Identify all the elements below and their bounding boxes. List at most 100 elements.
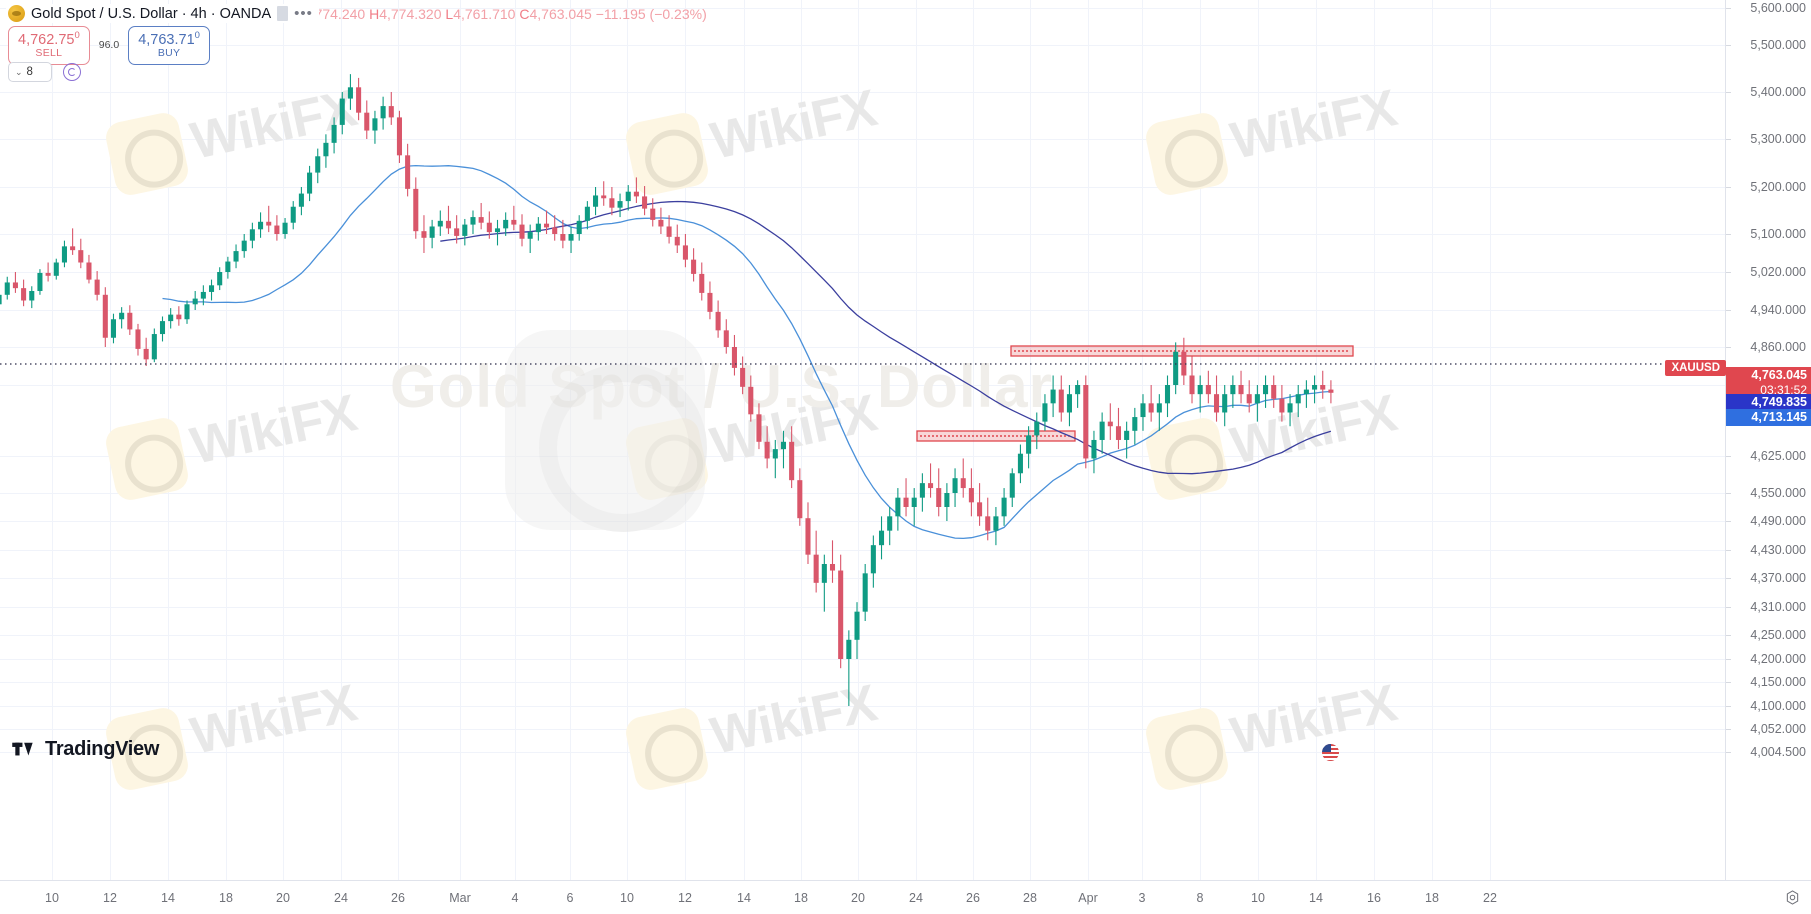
sell-button[interactable]: 4,762.750 SELL <box>8 26 90 65</box>
candle <box>1075 380 1081 408</box>
bar-countdown: 03:31:52 <box>1760 383 1807 398</box>
price-axis[interactable]: 5,600.000 5,500.000 5,400.000 5,300.000 5,20… <box>1665 0 1811 880</box>
candle <box>642 186 648 216</box>
candle <box>478 202 484 230</box>
quantity-row[interactable]: ⌄ 8 <box>8 62 81 82</box>
candle <box>102 287 108 347</box>
time-axis-label: 18 <box>219 891 233 905</box>
symbol-title: Gold Spot / U.S. Dollar · 4h · OANDA <box>31 5 272 22</box>
quantity-stepper[interactable]: ⌄ 8 <box>8 62 52 82</box>
candle <box>494 219 501 246</box>
time-axis-label: 22 <box>1483 891 1497 905</box>
candle <box>609 187 615 216</box>
buy-price: 4,763.71 <box>138 31 195 48</box>
candle <box>396 110 402 163</box>
time-axis-label: 26 <box>391 891 405 905</box>
candlestick-plot <box>0 74 1725 706</box>
candle <box>168 308 174 329</box>
candle <box>45 262 51 282</box>
time-axis-label: Mar <box>449 891 471 905</box>
ask-badge[interactable]: 4,713.145 <box>1726 409 1811 427</box>
us-flag-icon <box>1322 744 1339 761</box>
buy-button[interactable]: 4,763.710 BUY <box>128 26 210 65</box>
candle <box>1026 426 1032 469</box>
candle <box>682 234 688 268</box>
price-axis-label: 5,020.000 <box>1750 265 1806 279</box>
grid-vline <box>1088 0 1089 880</box>
candle <box>813 530 819 593</box>
clock-settings-icon[interactable] <box>1785 890 1800 905</box>
symbol-price-tag[interactable]: XAUUSD <box>1665 360 1726 376</box>
grid-hline <box>0 659 1725 660</box>
candle <box>1271 375 1277 408</box>
price-tick <box>1726 272 1731 273</box>
candle <box>1189 356 1195 404</box>
candle <box>225 256 231 279</box>
grid-hline <box>0 706 1725 707</box>
candle <box>829 540 836 583</box>
buy-label: BUY <box>157 47 181 60</box>
candle <box>1132 407 1138 445</box>
grid-vline <box>52 0 53 880</box>
trade-panel[interactable]: 4,762.750 SELL 96.0 4,763.710 BUY <box>8 26 210 65</box>
chart-legend[interactable]: Gold Spot / U.S. Dollar · 4h · OANDA ••• <box>6 4 319 23</box>
grid-hline <box>0 187 1725 188</box>
grid-hline <box>0 272 1725 273</box>
candle <box>307 165 313 202</box>
time-axis-label: 18 <box>1425 891 1439 905</box>
ohlc-values: O4,774.240 H4,774.320 L4,761.710 C4,763.… <box>292 6 707 22</box>
bid-badge[interactable]: 4,749.835 <box>1726 394 1811 412</box>
time-axis-label: 12 <box>678 891 692 905</box>
price-tick <box>1726 310 1731 311</box>
wikifx-eagle-icon <box>505 330 707 532</box>
time-axis[interactable]: 10 12 14 18 20 24 26 Mar 4 6 10 12 14 18 20 24 26 28 Apr 3 8… <box>0 880 1811 914</box>
candle <box>61 240 67 268</box>
grid-hline <box>0 493 1725 494</box>
candle <box>936 468 942 517</box>
candle <box>1058 375 1064 422</box>
last-price-badge[interactable]: 4,763.045 03:31:52 <box>1726 367 1811 399</box>
refresh-icon[interactable] <box>63 63 81 81</box>
time-axis-label: 24 <box>334 891 348 905</box>
candle <box>290 201 296 230</box>
grid-hline <box>0 456 1725 457</box>
time-axis-label: 12 <box>103 891 117 905</box>
candle <box>437 210 443 236</box>
candle <box>241 234 247 258</box>
candle <box>37 269 43 295</box>
grid-hline <box>0 752 1725 753</box>
grid-hline <box>0 347 1725 348</box>
candle <box>821 554 827 612</box>
candle <box>380 96 386 130</box>
candle <box>331 117 337 154</box>
candle <box>143 337 149 366</box>
candle <box>1303 380 1309 408</box>
sell-price: 4,762.75 <box>18 31 75 48</box>
more-options-icon[interactable]: ••• <box>294 4 313 22</box>
candle <box>135 323 141 356</box>
time-axis-label: 20 <box>276 891 290 905</box>
grid-hline <box>0 45 1725 46</box>
price-tick <box>1726 659 1731 660</box>
candle <box>323 134 329 168</box>
time-axis-label: Apr <box>1078 891 1098 905</box>
grid-hline <box>0 607 1725 608</box>
grid-vline <box>226 0 227 880</box>
price-axis-label: 4,200.000 <box>1750 652 1806 666</box>
moving-average-fast <box>162 164 1331 540</box>
tradingview-logo[interactable]: TradingView <box>12 738 159 761</box>
candle <box>21 279 27 307</box>
candle <box>86 254 92 284</box>
candle <box>119 307 125 329</box>
price-tick <box>1726 635 1731 636</box>
candle <box>887 507 893 546</box>
time-axis-label: 20 <box>851 891 865 905</box>
tradingview-logo-icon <box>12 742 33 756</box>
candle <box>903 478 909 517</box>
time-axis-label: 14 <box>737 891 751 905</box>
grid-hline <box>0 310 1725 311</box>
grid-vline <box>341 0 342 880</box>
candle <box>364 100 370 139</box>
support-zone[interactable] <box>916 430 1076 442</box>
candles-icon[interactable] <box>277 6 289 21</box>
